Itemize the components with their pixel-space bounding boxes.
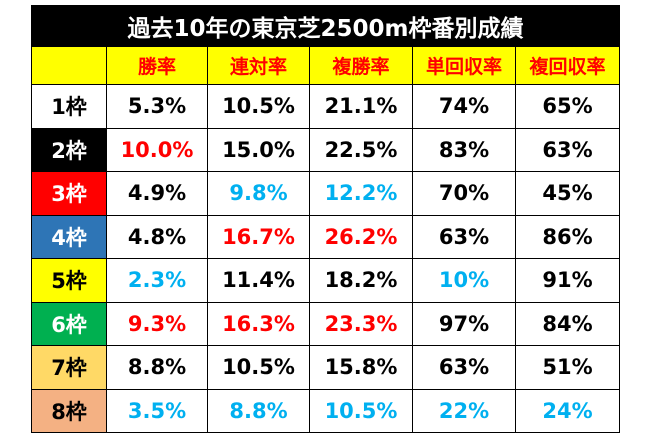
cell-top2-rate: 16.7% [207, 214, 310, 259]
stats-table-container: 過去10年の東京芝2500m枠番別成績 勝率 連対率 複勝率 単回収率 複回収率… [30, 5, 621, 433]
cell-top3-rate: 12.2% [309, 171, 413, 216]
header-row: 勝率 連対率 複勝率 単回収率 複回収率 [31, 46, 621, 85]
cell-top3-rate: 26.2% [309, 214, 413, 259]
gate-label: 8枠 [31, 388, 107, 433]
cell-top3-rate: 23.3% [309, 301, 413, 346]
cell-win-rate: 3.5% [106, 388, 208, 433]
header-top2-rate: 連対率 [207, 46, 310, 85]
gate-label: 5枠 [31, 258, 107, 303]
cell-place-return: 91% [514, 258, 621, 303]
cell-win-rate: 9.3% [106, 301, 208, 346]
cell-win-return: 63% [412, 345, 516, 390]
gate-label: 4枠 [31, 214, 107, 259]
cell-place-return: 24% [514, 388, 621, 433]
table-row: 4枠 4.8% 16.7% 26.2% 63% 86% [31, 214, 621, 259]
cell-win-return: 10% [412, 258, 516, 303]
cell-win-rate: 10.0% [106, 127, 208, 172]
cell-win-return: 83% [412, 127, 516, 172]
cell-win-return: 70% [412, 171, 516, 216]
header-corner [31, 46, 107, 85]
table-row: 7枠 8.8% 10.5% 15.8% 63% 51% [31, 345, 621, 390]
table-body: 1枠 5.3% 10.5% 21.1% 74% 65% 2枠 10.0% 15.0% 22.5% 8… [31, 84, 621, 433]
cell-top2-rate: 16.3% [207, 301, 310, 346]
cell-top3-rate: 10.5% [309, 388, 413, 433]
header-win-return: 単回収率 [412, 46, 516, 85]
cell-win-rate: 4.8% [106, 214, 208, 259]
table-title: 過去10年の東京芝2500m枠番別成績 [30, 5, 621, 47]
gate-label: 1枠 [31, 84, 107, 129]
cell-win-rate: 4.9% [106, 171, 208, 216]
table-row: 2枠 10.0% 15.0% 22.5% 83% 63% [31, 127, 621, 172]
gate-label: 2枠 [31, 127, 107, 172]
cell-win-rate: 5.3% [106, 84, 208, 129]
cell-top2-rate: 10.5% [207, 345, 310, 390]
cell-place-return: 63% [514, 127, 621, 172]
cell-top2-rate: 15.0% [207, 127, 310, 172]
table-row: 8枠 3.5% 8.8% 10.5% 22% 24% [31, 388, 621, 433]
table-row: 6枠 9.3% 16.3% 23.3% 97% 84% [31, 301, 621, 346]
cell-place-return: 86% [514, 214, 621, 259]
cell-top2-rate: 8.8% [207, 388, 310, 433]
gate-label: 6枠 [31, 301, 107, 346]
gate-stats-table: 過去10年の東京芝2500m枠番別成績 勝率 連対率 複勝率 単回収率 複回収率… [30, 5, 621, 433]
header-win-rate: 勝率 [106, 46, 208, 85]
cell-top3-rate: 15.8% [309, 345, 413, 390]
cell-top2-rate: 9.8% [207, 171, 310, 216]
gate-label: 7枠 [31, 345, 107, 390]
table-row: 1枠 5.3% 10.5% 21.1% 74% 65% [31, 84, 621, 129]
cell-top3-rate: 18.2% [309, 258, 413, 303]
cell-win-rate: 2.3% [106, 258, 208, 303]
table-row: 5枠 2.3% 11.4% 18.2% 10% 91% [31, 258, 621, 303]
cell-win-return: 22% [412, 388, 516, 433]
cell-win-return: 97% [412, 301, 516, 346]
cell-place-return: 45% [514, 171, 621, 216]
gate-label: 3枠 [31, 171, 107, 216]
header-top3-rate: 複勝率 [309, 46, 413, 85]
cell-place-return: 65% [514, 84, 621, 129]
cell-win-return: 63% [412, 214, 516, 259]
cell-place-return: 84% [514, 301, 621, 346]
cell-top3-rate: 22.5% [309, 127, 413, 172]
cell-win-rate: 8.8% [106, 345, 208, 390]
header-place-return: 複回収率 [514, 46, 621, 85]
cell-top3-rate: 21.1% [309, 84, 413, 129]
cell-place-return: 51% [514, 345, 621, 390]
cell-top2-rate: 11.4% [207, 258, 310, 303]
table-row: 3枠 4.9% 9.8% 12.2% 70% 45% [31, 171, 621, 216]
cell-top2-rate: 10.5% [207, 84, 310, 129]
cell-win-return: 74% [412, 84, 516, 129]
